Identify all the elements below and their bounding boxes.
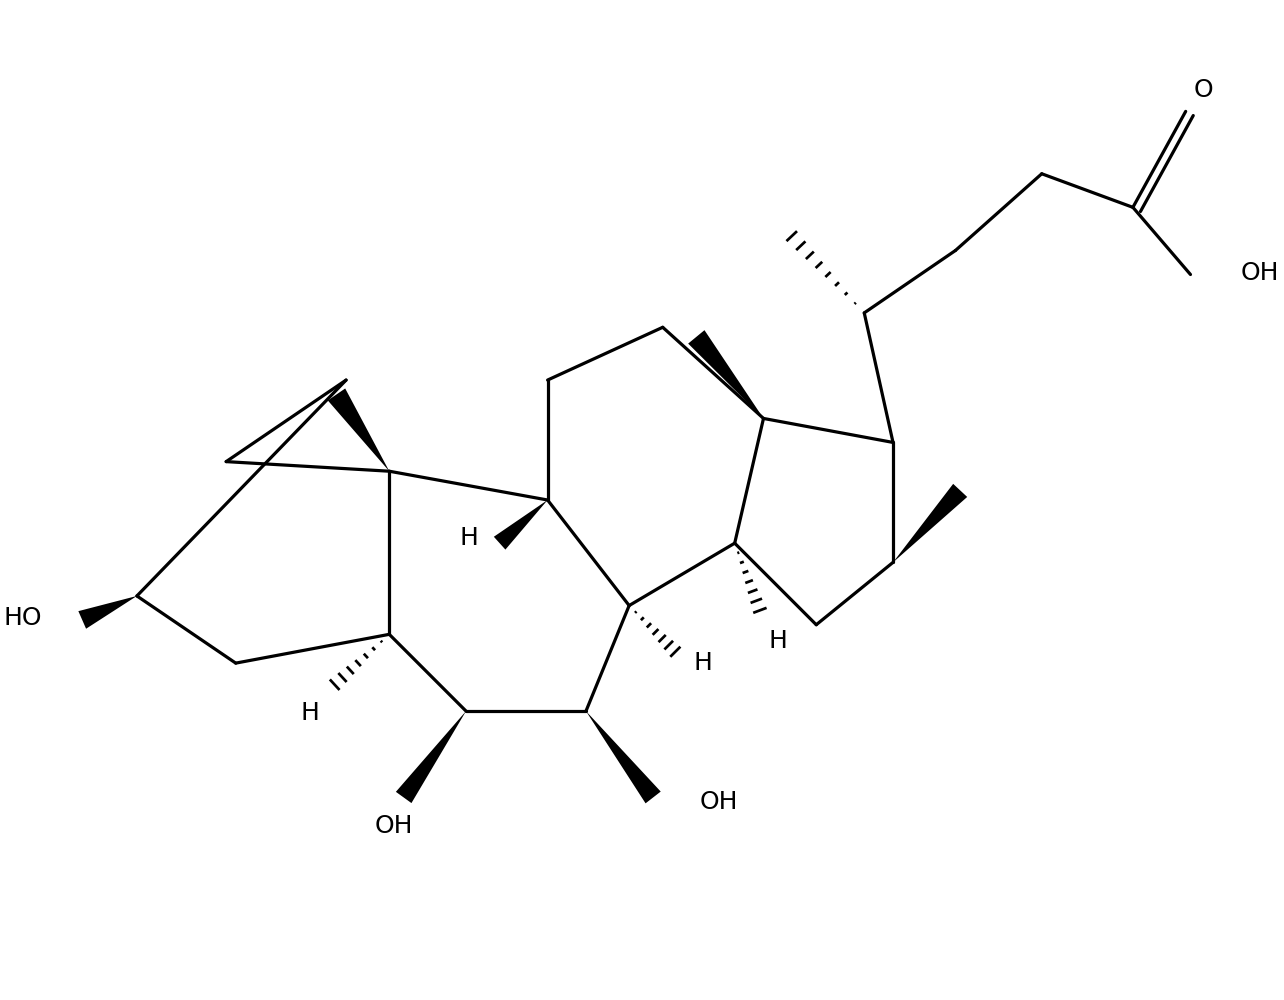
Polygon shape: [586, 711, 661, 803]
Polygon shape: [894, 484, 967, 562]
Polygon shape: [688, 330, 764, 418]
Text: H: H: [768, 629, 787, 653]
Text: HO: HO: [4, 606, 42, 630]
Polygon shape: [395, 711, 466, 803]
Text: OH: OH: [375, 814, 413, 838]
Polygon shape: [78, 596, 137, 629]
Text: H: H: [300, 701, 318, 725]
Text: OH: OH: [700, 790, 738, 814]
Text: H: H: [693, 651, 713, 675]
Text: H: H: [460, 526, 479, 550]
Polygon shape: [327, 388, 389, 471]
Text: O: O: [1193, 78, 1213, 102]
Text: OH: OH: [1240, 261, 1279, 285]
Polygon shape: [494, 500, 547, 550]
